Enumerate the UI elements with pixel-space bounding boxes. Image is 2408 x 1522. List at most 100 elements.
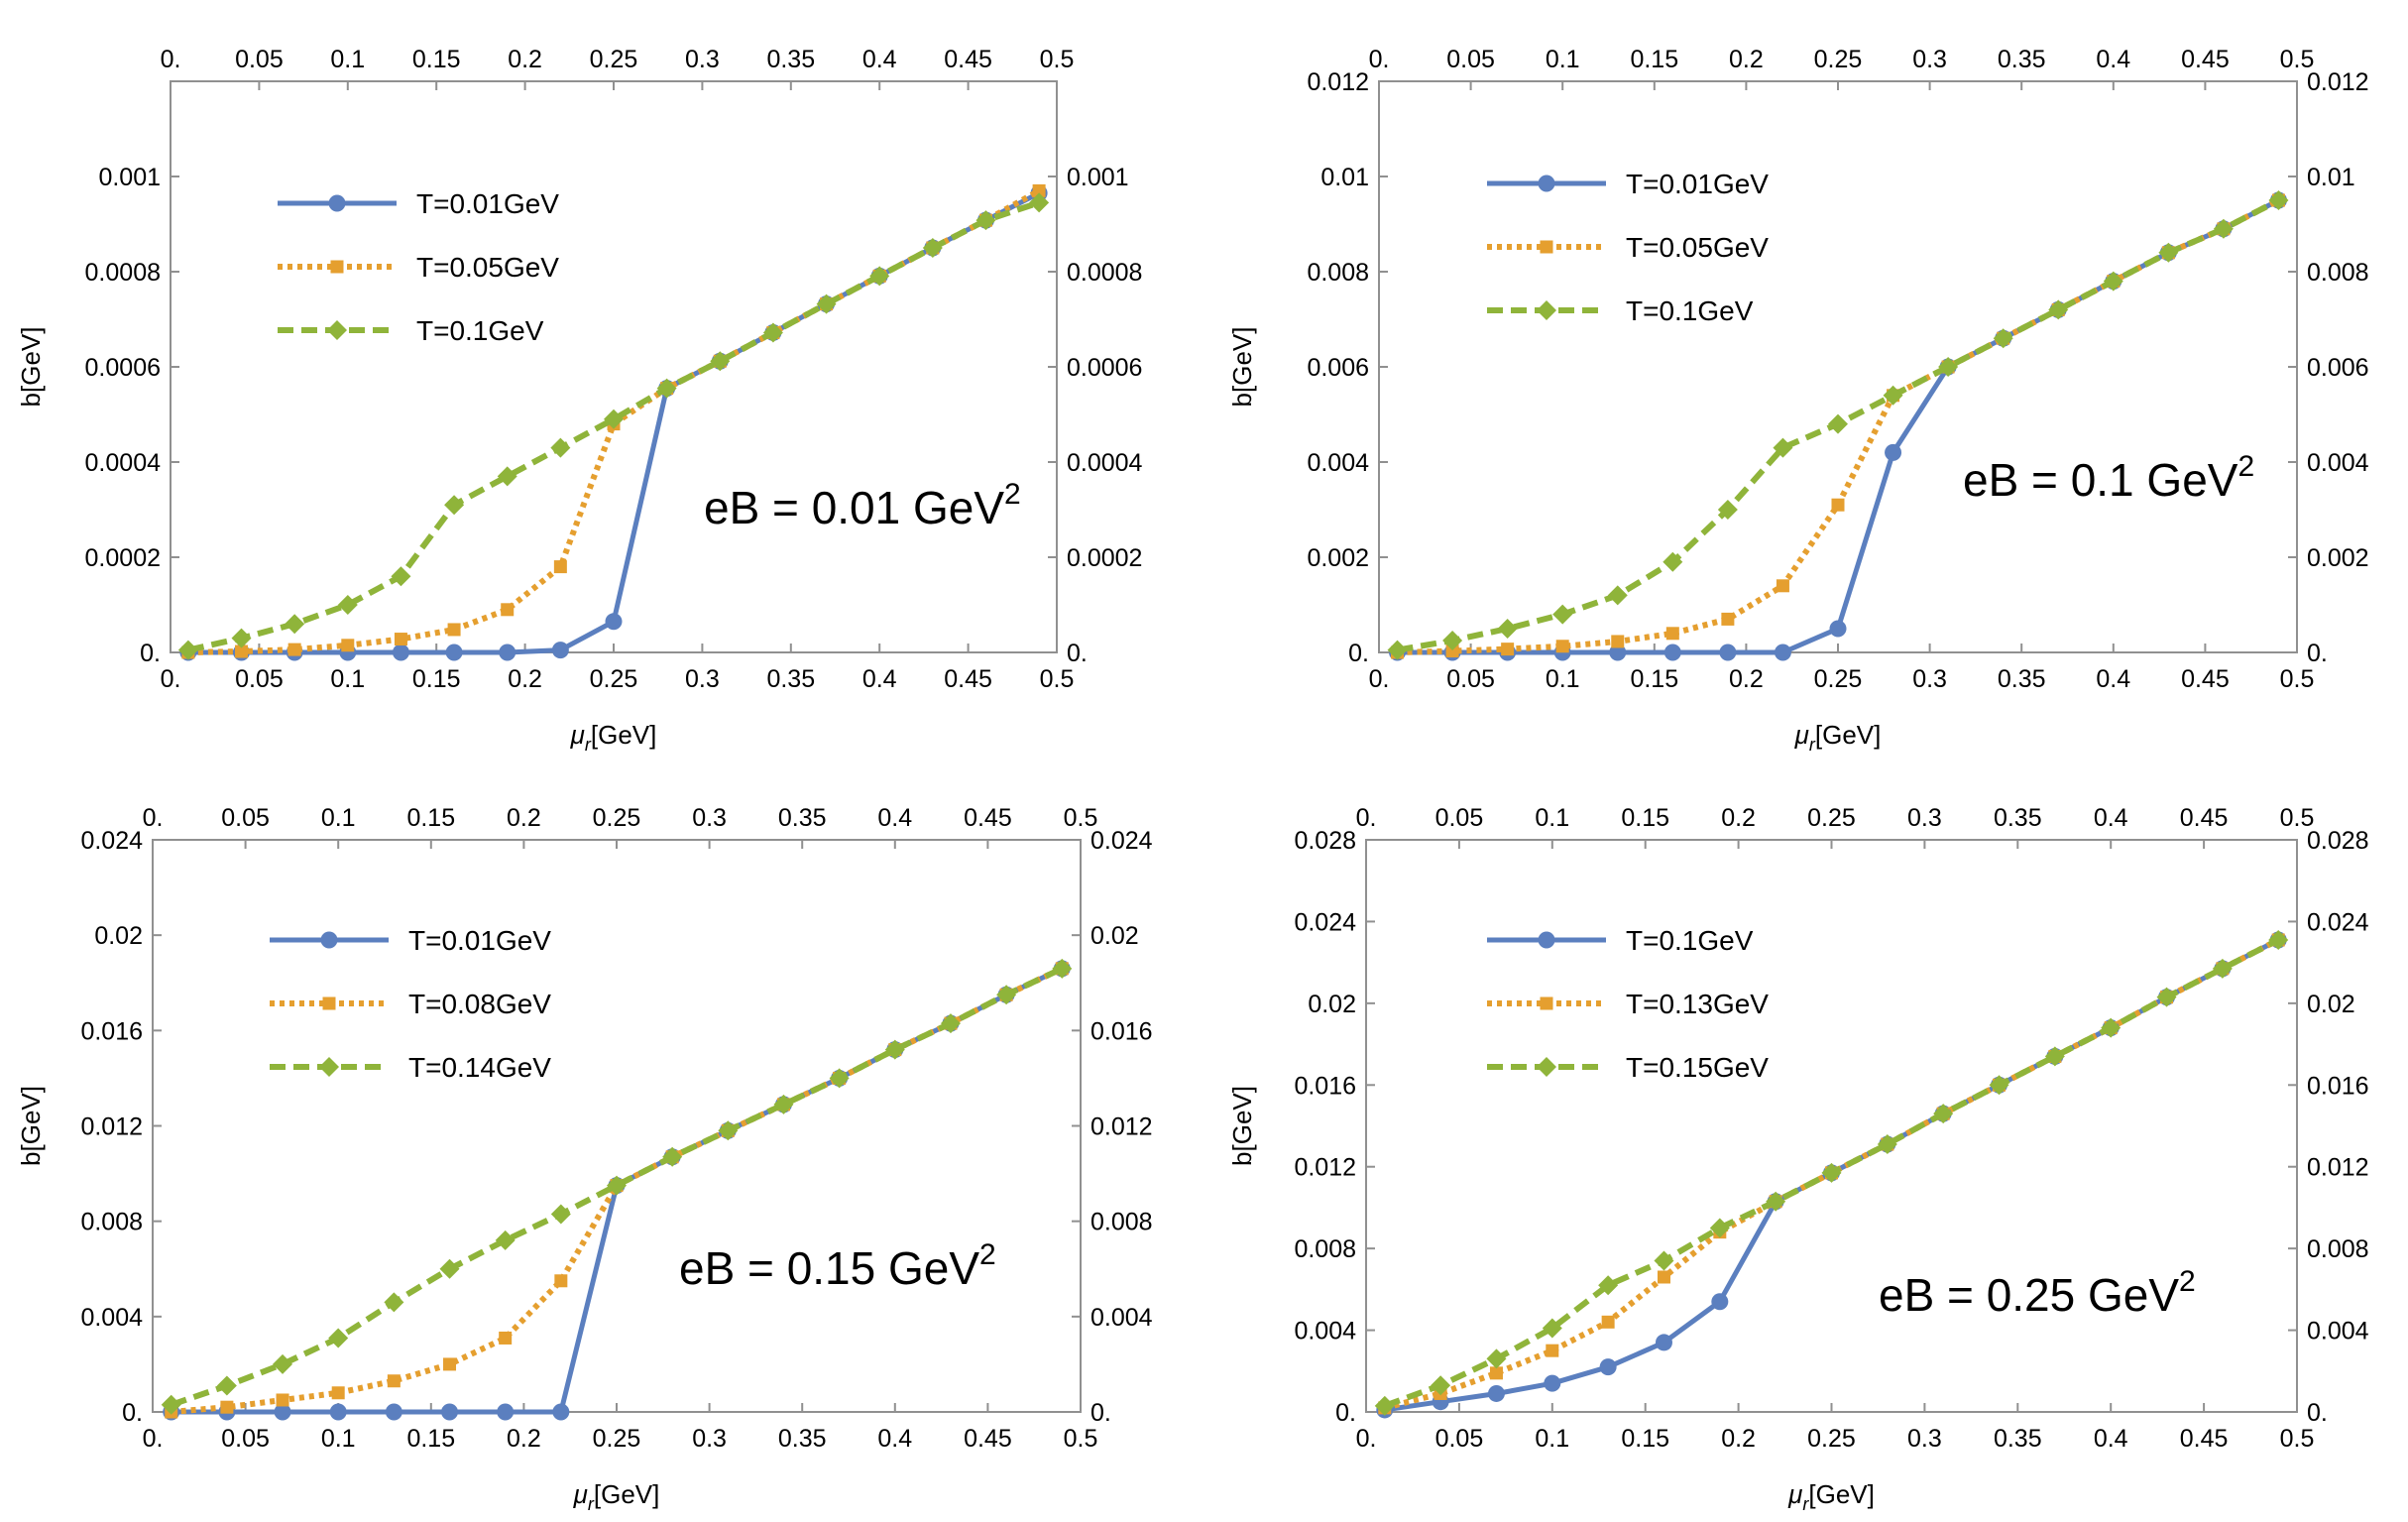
x-tick-label: 0.1 — [330, 665, 365, 693]
y-tick-label-right: 0. — [2307, 1399, 2328, 1427]
x-tick-label: 0.4 — [877, 1425, 912, 1453]
y-tick-label-right: 0.02 — [2307, 991, 2355, 1018]
data-point — [1052, 958, 1073, 979]
plot-frame — [152, 839, 1082, 1413]
y-tick-label-right: 0.01 — [2307, 164, 2355, 191]
x-tick-label: 0.15 — [406, 1425, 455, 1453]
x-axis-label: μr[GeV] — [573, 1479, 660, 1514]
legend-label: T=0.1GeV — [416, 315, 544, 346]
data-point — [444, 495, 465, 516]
legend-marker — [1537, 1057, 1556, 1077]
y-tick-label: 0.02 — [1308, 991, 1356, 1018]
y-tick-label: 0.008 — [1294, 1235, 1356, 1263]
data-point — [328, 1328, 349, 1348]
legend-label: T=0.1GeV — [1626, 925, 1754, 956]
legend-label: T=0.05GeV — [416, 252, 559, 283]
x-tick-label: 0.2 — [1729, 665, 1764, 693]
x-tick-label: 0.45 — [944, 665, 992, 693]
data-point — [2048, 299, 2069, 320]
y-axis-label: b[GeV] — [16, 327, 46, 408]
y-tick-label: 0.0006 — [85, 354, 161, 382]
data-point — [554, 1274, 568, 1288]
x-tick-label-top: 0.45 — [2180, 804, 2229, 832]
data-point — [2101, 1017, 2121, 1038]
eb-annotation: eB = 0.15 GeV2 — [679, 1238, 996, 1294]
data-point — [285, 614, 305, 635]
x-tick-label: 0.35 — [1998, 665, 2046, 693]
y-tick-label: 0.004 — [1294, 1318, 1356, 1346]
y-tick-label: 0. — [1335, 1399, 1356, 1427]
data-point — [710, 351, 731, 372]
y-tick-label-right: 0.012 — [1090, 1113, 1153, 1141]
data-point — [1709, 1218, 1730, 1238]
eb-annotation: eB = 0.25 GeV2 — [1879, 1265, 2196, 1321]
data-point — [287, 643, 301, 656]
data-point — [604, 409, 624, 429]
data-point — [773, 1094, 794, 1114]
legend-marker — [319, 1057, 339, 1077]
x-tick-label: 0.05 — [221, 1425, 270, 1453]
x-axis-label: μr[GeV] — [1787, 1479, 1875, 1514]
x-tick-label: 0.15 — [1621, 1425, 1669, 1453]
x-tick-label: 0.3 — [685, 665, 720, 693]
data-point — [1885, 443, 1902, 461]
x-axis-label: μr[GeV] — [1794, 720, 1882, 755]
y-tick-label-right: 0.0004 — [1067, 449, 1143, 477]
data-point — [1766, 1191, 1786, 1212]
data-point — [1993, 328, 2013, 349]
data-point — [1773, 437, 1793, 458]
x-tick-label-top: 0.15 — [412, 46, 461, 73]
data-point — [1431, 1375, 1451, 1396]
x-tick-label-top: 0.35 — [778, 804, 827, 832]
x-tick-label-top: 0.25 — [1807, 804, 1856, 832]
legend-label: T=0.13GeV — [1626, 989, 1769, 1019]
legend-label: T=0.01GeV — [416, 188, 559, 219]
data-point — [274, 1403, 291, 1421]
y-tick-label-right: 0.0006 — [1067, 354, 1142, 382]
data-point — [2044, 1046, 2065, 1067]
data-point — [1546, 1344, 1559, 1357]
data-point — [1542, 1318, 1562, 1339]
x-tick-label-top: 0.2 — [1721, 804, 1756, 832]
data-point — [441, 1403, 459, 1421]
data-point — [497, 466, 517, 487]
data-point — [1665, 627, 1679, 641]
x-tick-label: 0.25 — [593, 1425, 641, 1453]
data-point — [2268, 190, 2289, 210]
data-point — [1032, 183, 1046, 197]
x-tick-label-top: 0.2 — [508, 46, 542, 73]
x-tick-label-top: 0.35 — [1994, 804, 2042, 832]
y-tick-label-right: 0.008 — [2307, 1235, 2369, 1263]
data-point — [1601, 1315, 1615, 1329]
y-tick-label: 0.028 — [1294, 827, 1356, 855]
x-tick-label-top: 0.25 — [1814, 46, 1863, 73]
data-point — [662, 1146, 683, 1167]
x-tick-label: 0.35 — [778, 1425, 827, 1453]
y-tick-label-right: 0.016 — [1090, 1017, 1153, 1045]
data-point — [177, 640, 198, 660]
y-tick-label: 0.004 — [1307, 449, 1369, 477]
data-point — [216, 1375, 237, 1396]
data-point — [501, 603, 515, 617]
eb-annotation: eB = 0.01 GeV2 — [704, 478, 1021, 533]
y-tick-label-right: 0.002 — [2307, 544, 2369, 572]
data-point — [1374, 1395, 1395, 1416]
y-tick-label: 0.008 — [1307, 259, 1369, 287]
data-point — [220, 1400, 234, 1414]
plot-frame — [170, 80, 1058, 653]
series-line-T=0.1GeV — [187, 199, 1041, 653]
x-tick-label: 0. — [1369, 665, 1390, 693]
y-tick-label: 0. — [122, 1399, 143, 1427]
data-point — [497, 1403, 515, 1421]
x-tick-label-top: 0.25 — [593, 804, 641, 832]
data-point — [439, 1258, 460, 1279]
x-tick-label-top: 0. — [161, 46, 181, 73]
y-tick-label-right: 0. — [1090, 1399, 1111, 1427]
x-tick-label: 0. — [143, 1425, 164, 1453]
data-point — [2158, 242, 2179, 263]
data-point — [1655, 1334, 1672, 1351]
data-point — [605, 613, 623, 631]
data-point — [1721, 612, 1735, 626]
chart-panel-2: 0.0.0.050.050.10.10.150.150.20.20.250.25… — [1227, 46, 2369, 755]
data-point — [1654, 1250, 1674, 1271]
